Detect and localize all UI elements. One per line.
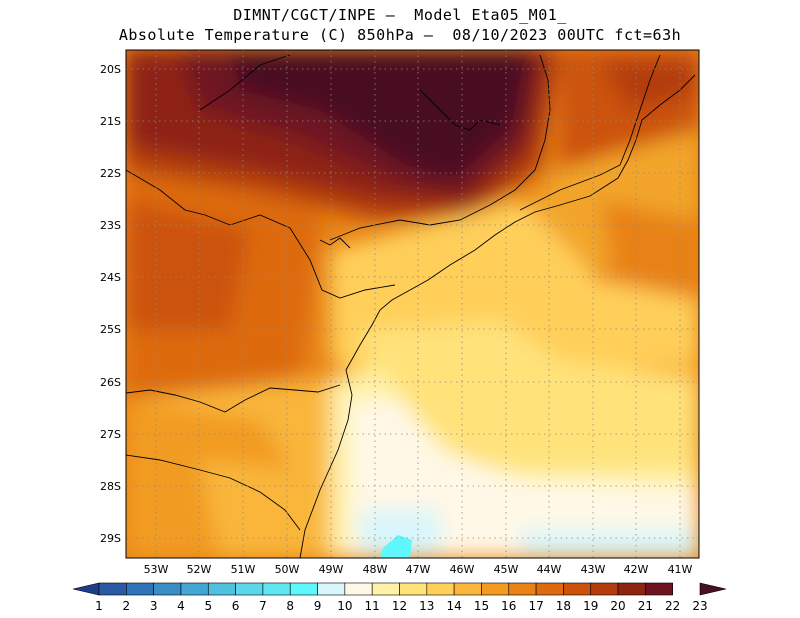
lat-label: 23S — [100, 219, 121, 232]
colorbar-label: 7 — [259, 599, 267, 613]
colorbar: 1 2 3 4 5 6 7 8 9 10 11 12 13 14 15 16 17 18 19 20 21 22 23 — [72, 582, 727, 613]
colorbar-swatch — [72, 582, 100, 596]
colorbar-swatch — [453, 582, 482, 596]
colorbar-swatch — [126, 582, 154, 596]
lon-label: 42W — [624, 563, 649, 576]
colorbar-label: 2 — [122, 599, 130, 613]
lat-label: 25S — [100, 323, 121, 336]
colorbar-label: 16 — [501, 599, 516, 613]
colorbar-swatch — [699, 582, 727, 596]
colorbar-label: 6 — [232, 599, 240, 613]
temperature-field — [126, 50, 699, 558]
latitude-labels: 20S 21S 22S 23S 24S 25S 26S 27S 28S 29S — [100, 63, 121, 545]
colorbar-label: 8 — [286, 599, 294, 613]
lon-label: 45W — [494, 563, 519, 576]
lat-label: 21S — [100, 115, 121, 128]
colorbar-label: 4 — [177, 599, 185, 613]
colorbar-swatch — [317, 582, 346, 596]
colorbar-label: 21 — [638, 599, 653, 613]
lon-label: 50W — [275, 563, 300, 576]
colorbar-label: 14 — [446, 599, 461, 613]
map-title-line-2: Absolute Temperature (C) 850hPa – 08/10/… — [118, 26, 682, 44]
lat-label: 28S — [100, 480, 121, 493]
colorbar-swatch — [98, 582, 127, 596]
colorbar-swatch — [563, 582, 592, 596]
colorbar-swatch — [371, 582, 400, 596]
map-frame — [125, 49, 700, 559]
colorbar-label: 20 — [610, 599, 625, 613]
lon-label: 53W — [144, 563, 169, 576]
lat-label: 29S — [100, 532, 121, 545]
colorbar-swatch — [235, 582, 264, 596]
colorbar-swatch — [344, 582, 373, 596]
lat-label: 20S — [100, 63, 121, 76]
lon-label: 52W — [187, 563, 212, 576]
colorbar-label: 1 — [95, 599, 103, 613]
colorbar-swatch — [481, 582, 510, 596]
lat-label: 24S — [100, 271, 121, 284]
colorbar-label: 18 — [556, 599, 571, 613]
lat-label: 22S — [100, 167, 121, 180]
lon-label: 51W — [231, 563, 256, 576]
colorbar-swatch — [508, 582, 537, 596]
lat-label: 26S — [100, 376, 121, 389]
colorbar-swatch — [262, 582, 291, 596]
lon-label: 49W — [319, 563, 344, 576]
lon-label: 48W — [363, 563, 388, 576]
colorbar-label: 22 — [665, 599, 680, 613]
colorbar-swatch — [645, 582, 673, 596]
longitude-labels: 53W 52W 51W 50W 49W 48W 47W 46W 45W 44W … — [144, 563, 693, 576]
lon-label: 46W — [450, 563, 475, 576]
colorbar-swatch — [590, 582, 619, 596]
colorbar-swatch — [426, 582, 455, 596]
colorbar-label: 3 — [150, 599, 158, 613]
colorbar-label: 10 — [337, 599, 352, 613]
colorbar-label: 19 — [583, 599, 598, 613]
colorbar-label: 13 — [419, 599, 434, 613]
colorbar-swatch — [207, 582, 236, 596]
colorbar-label: 15 — [474, 599, 489, 613]
colorbar-swatch — [535, 582, 564, 596]
colorbar-swatch — [399, 582, 428, 596]
colorbar-label: 12 — [392, 599, 407, 613]
colorbar-label: 23 — [692, 599, 707, 613]
colorbar-swatch — [617, 582, 646, 596]
map-grid — [126, 50, 699, 558]
colorbar-label: 17 — [528, 599, 543, 613]
colorbar-label: 5 — [204, 599, 212, 613]
lon-label: 41W — [668, 563, 693, 576]
lat-label: 27S — [100, 428, 121, 441]
colorbar-label: 9 — [314, 599, 322, 613]
coastline-and-borders — [126, 54, 696, 558]
map-title-line-1: DIMNT/CGCT/INPE – Model Eta05_M01_ — [233, 6, 567, 24]
colorbar-swatch — [180, 582, 209, 596]
lon-label: 44W — [537, 563, 562, 576]
colorbar-label: 11 — [365, 599, 380, 613]
lon-label: 43W — [581, 563, 606, 576]
lon-label: 47W — [406, 563, 431, 576]
colorbar-swatch — [289, 582, 318, 596]
colorbar-swatch — [153, 582, 182, 596]
